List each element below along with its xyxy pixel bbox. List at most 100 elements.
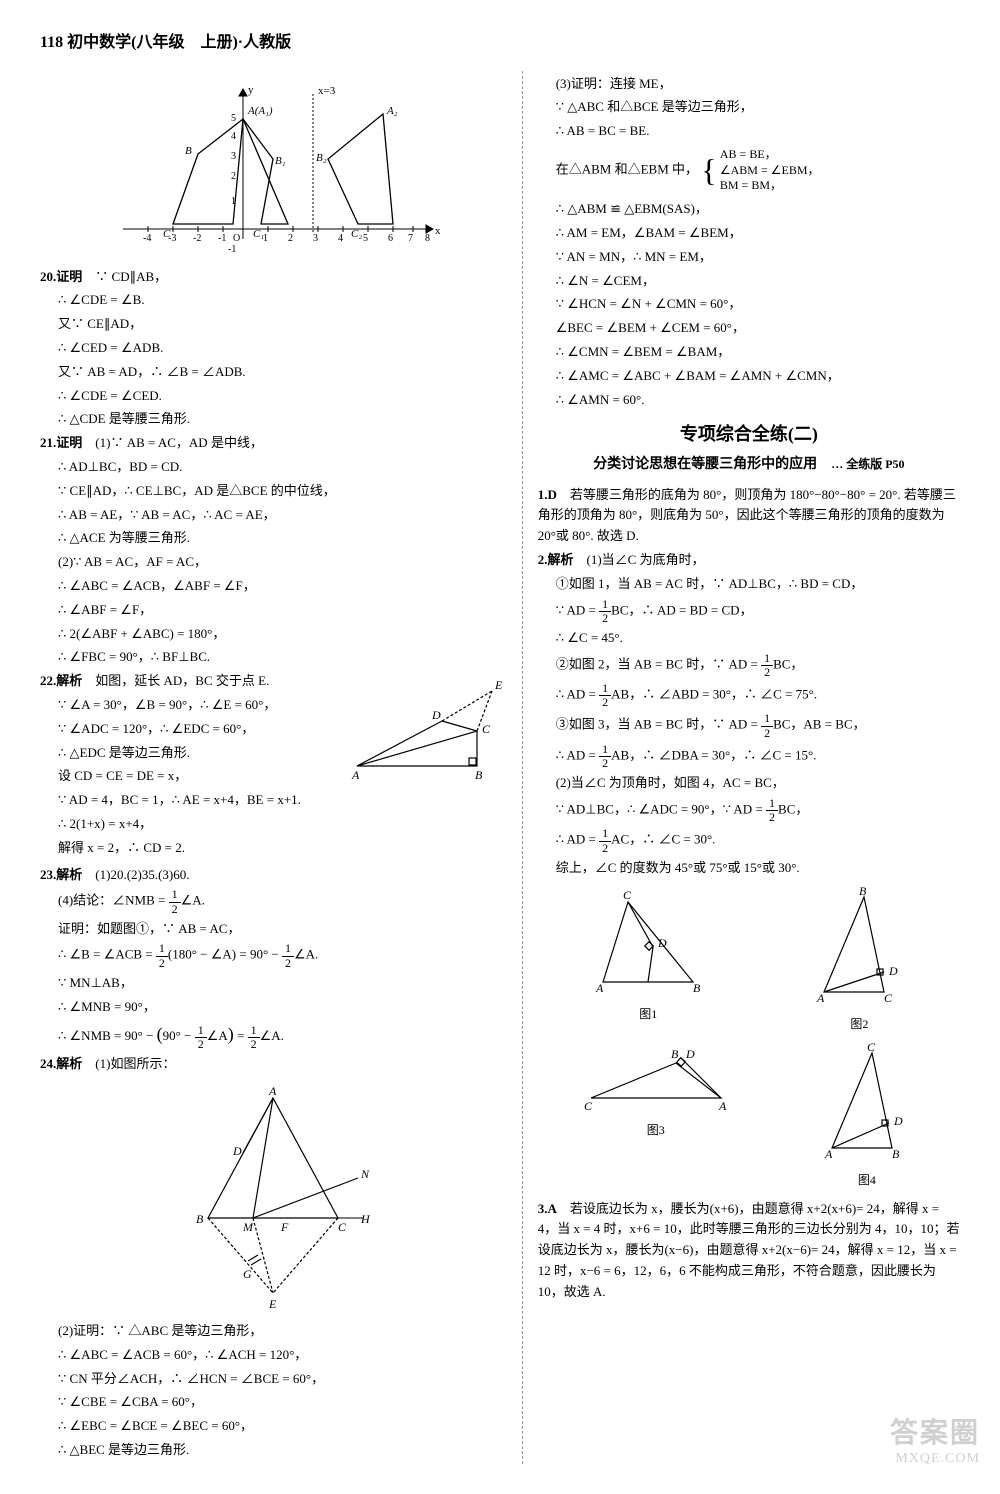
svg-text:B: B xyxy=(475,768,483,781)
q24-2e: ∴ ∠EBC = ∠BCE = ∠BEC = 60°， xyxy=(40,1416,507,1437)
svg-text:H: H xyxy=(360,1212,371,1226)
q24-3i: ∵ ∠HCN = ∠N + ∠CMN = 60°， xyxy=(538,294,960,315)
q23-4: (4)结论：∠NMB = 12∠A. xyxy=(40,888,507,915)
q23-proof: 证明：如题图①，∵ AB = AC， xyxy=(40,919,507,940)
q2-sum: 综上，∠C 的度数为 45°或 75°或 15°或 30°. xyxy=(538,858,960,879)
svg-text:B: B xyxy=(196,1212,204,1226)
section-title: 专项综合全练(二) xyxy=(538,420,960,449)
q22-intro: 如图，延长 AD，BC 交于点 E. xyxy=(95,673,269,688)
svg-text:C₂: C₂ xyxy=(351,228,362,240)
left-column: x=3 y x A(A₁) B C B₁ C₁ B₂ C₂ A₂ -4-3-2-… xyxy=(40,71,507,1464)
q2-2a: ②如图 2，当 AB = BC 时，∵ AD = 12BC， xyxy=(538,652,960,679)
q2-1b: ∵ AD = 12BC，∴ AD = BD = CD， xyxy=(538,598,960,625)
svg-text:D: D xyxy=(888,964,898,978)
q20-line2: 又∵ CE∥AD， xyxy=(40,314,507,335)
svg-text:F: F xyxy=(280,1220,289,1234)
svg-text:M: M xyxy=(242,1220,254,1234)
q24-3g: ∵ AN = MN，∴ MN = EM， xyxy=(538,247,960,268)
q2-c2c: ∴ AD = 12AC，∴ ∠C = 30°. xyxy=(538,827,960,854)
fig2-triangle: A B C D xyxy=(809,887,909,1007)
svg-text:-2: -2 xyxy=(193,233,201,244)
svg-text:x=3: x=3 xyxy=(318,85,336,97)
svg-text:4: 4 xyxy=(338,233,343,244)
svg-text:x: x xyxy=(435,225,441,237)
svg-text:B: B xyxy=(185,145,192,157)
q21-1: (1)∵ AB = AC，AD 是中线， xyxy=(95,435,263,450)
svg-text:A(A₁): A(A₁) xyxy=(247,105,273,117)
q22-6: 解得 x = 2，∴ CD = 2. xyxy=(40,838,507,859)
q2-2b: ∴ AD = 12AB，∴ ∠ABD = 30°，∴ ∠C = 75°. xyxy=(538,682,960,709)
q23-p5: ∴ ∠NMB = 90° − (90° − 12∠A) = 12∠A. xyxy=(40,1020,507,1051)
svg-text:D: D xyxy=(657,936,667,950)
watermark-url: MXQE.COM xyxy=(895,1448,980,1470)
q20-line3: ∴ ∠CED = ∠ADB. xyxy=(40,338,507,359)
svg-text:-1: -1 xyxy=(228,244,236,255)
svg-text:1: 1 xyxy=(231,196,236,207)
svg-text:C: C xyxy=(338,1220,347,1234)
column-divider xyxy=(522,71,523,1464)
svg-text:D: D xyxy=(431,708,441,722)
svg-text:B: B xyxy=(859,887,867,898)
q24-3: (3)证明：连接 ME， xyxy=(538,74,960,95)
q24-2: (2)证明：∵ △ABC 是等边三角形， xyxy=(40,1321,507,1342)
q2-c2: (2)当∠C 为顶角时，如图 4，AC = BC， xyxy=(538,773,960,794)
svg-text:C: C xyxy=(584,1099,593,1113)
svg-text:4: 4 xyxy=(231,131,236,142)
fig2-caption: 图2 xyxy=(809,1015,909,1034)
q23-p3: ∵ MN⊥AB， xyxy=(40,973,507,994)
svg-text:6: 6 xyxy=(388,233,393,244)
q24-3c: ∴ AB = BC = BE. xyxy=(538,121,960,142)
svg-text:D: D xyxy=(893,1114,903,1128)
svg-text:A: A xyxy=(824,1147,833,1161)
fig4-triangle: A B C D xyxy=(817,1043,917,1163)
page-header: 118 初中数学(八年级 上册)·人教版 xyxy=(40,30,960,56)
q24-3k: ∴ ∠CMN = ∠BEM = ∠BAM， xyxy=(538,342,960,363)
svg-text:2: 2 xyxy=(231,171,236,182)
q24-number: 24.解析 xyxy=(40,1056,82,1071)
svg-text:3: 3 xyxy=(231,151,236,162)
svg-text:A₂: A₂ xyxy=(386,105,398,117)
svg-text:C: C xyxy=(482,722,491,736)
q24-2b: ∴ ∠ABC = ∠ACB = 60°，∴ ∠ACH = 120°， xyxy=(40,1345,507,1366)
figure-row-2: A B C D 图3 A B xyxy=(538,1043,960,1191)
coordinate-figure: x=3 y x A(A₁) B C B₁ C₁ B₂ C₂ A₂ -4-3-2-… xyxy=(103,79,443,259)
q2-3a: ③如图 3，当 AB = BC 时，∵ AD = 12BC，AB = BC， xyxy=(538,712,960,739)
q2-1: (1)当∠C 为底角时， xyxy=(587,552,705,567)
q21-1c: ∵ CE∥AD，∴ CE⊥BC，AD 是△BCE 的中位线， xyxy=(40,481,507,502)
fig4-caption: 图4 xyxy=(817,1171,917,1190)
svg-text:-1: -1 xyxy=(218,233,226,244)
q2-1a: ①如图 1，当 AB = AC 时，∵ AD⊥BC，∴ BD = CD， xyxy=(538,574,960,595)
svg-text:7: 7 xyxy=(408,233,413,244)
q22-4: ∵ AD = 4，BC = 1，∴ AE = x+4，BE = x+1. xyxy=(40,790,507,811)
svg-text:C: C xyxy=(867,1043,876,1054)
q2-number: 2.解析 xyxy=(538,552,574,567)
q24-3h: ∴ ∠N = ∠CEM， xyxy=(538,271,960,292)
svg-text:N: N xyxy=(360,1167,370,1181)
svg-text:A: A xyxy=(595,981,604,995)
fig1-triangle: A B C D xyxy=(588,887,708,997)
q20-line0: ∵ CD∥AB， xyxy=(95,269,167,284)
q2-1c: ∴ ∠C = 45°. xyxy=(538,628,960,649)
svg-text:A: A xyxy=(816,991,825,1005)
svg-text:G: G xyxy=(243,1267,252,1281)
section-subtitle: 分类讨论思想在等腰三角形中的应用 … 全练版 P50 xyxy=(538,454,960,476)
q24-3b: ∵ △ABC 和△BCE 是等边三角形， xyxy=(538,97,960,118)
svg-text:D: D xyxy=(232,1144,242,1158)
q23-number: 23.解析 xyxy=(40,867,82,882)
q24-3m: ∴ ∠AMN = 60°. xyxy=(538,390,960,411)
fig3-caption: 图3 xyxy=(581,1121,731,1140)
svg-text:D: D xyxy=(685,1047,695,1061)
svg-text:B: B xyxy=(693,981,701,995)
q21-1e: ∴ △ACE 为等腰三角形. xyxy=(40,528,507,549)
svg-text:1: 1 xyxy=(263,233,268,244)
q2-3b: ∴ AD = 12AB，∴ ∠DBA = 30°，∴ ∠C = 15°. xyxy=(538,743,960,770)
q24-1: (1)如图所示： xyxy=(95,1056,175,1071)
figure-row-1: A B C D 图1 A B xyxy=(538,887,960,1035)
q21-2c: ∴ ∠ABF = ∠F， xyxy=(40,600,507,621)
fig3-triangle: A B C D xyxy=(581,1043,731,1113)
q23-p2: ∴ ∠B = ∠ACB = 12(180° − ∠A) = 90° − 12∠A… xyxy=(40,942,507,969)
q21-number: 21.证明 xyxy=(40,435,82,450)
svg-text:A: A xyxy=(718,1099,727,1113)
svg-text:2: 2 xyxy=(288,233,293,244)
svg-text:E: E xyxy=(268,1297,277,1311)
